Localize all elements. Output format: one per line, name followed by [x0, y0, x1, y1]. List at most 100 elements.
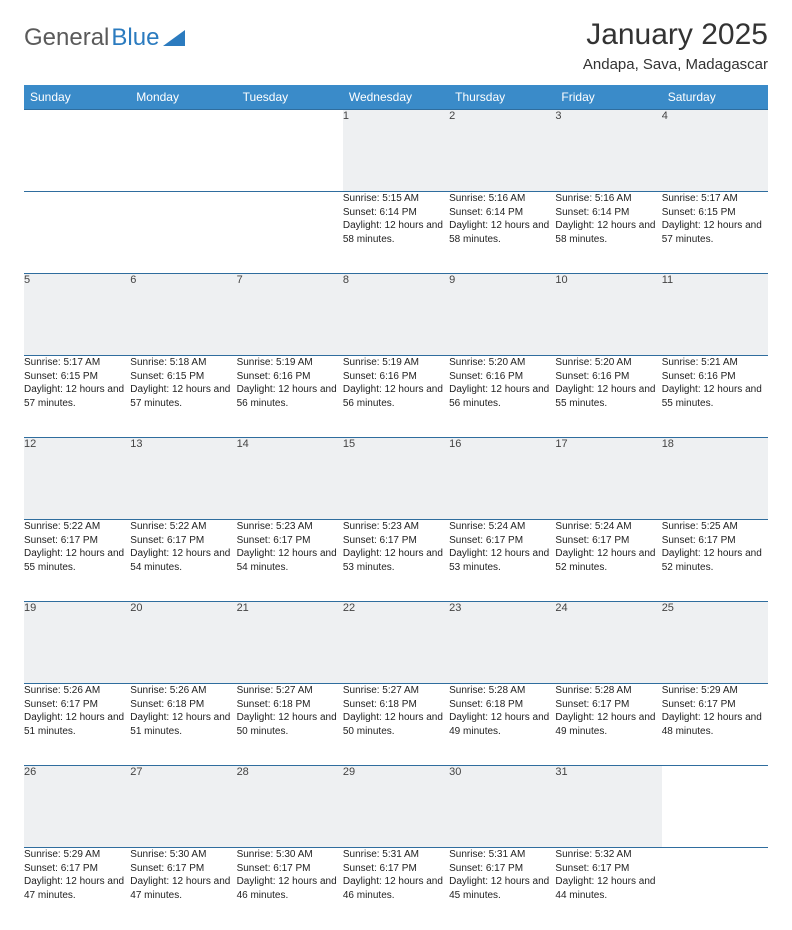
day-content-cell: Sunrise: 5:16 AMSunset: 6:14 PMDaylight:… [555, 192, 661, 274]
day-number-cell: 19 [24, 602, 130, 684]
day-content-cell: Sunrise: 5:29 AMSunset: 6:17 PMDaylight:… [24, 848, 130, 930]
daylight-line: Daylight: 12 hours and 50 minutes. [343, 711, 449, 738]
sunset-line: Sunset: 6:17 PM [555, 534, 661, 548]
day-number-cell: 17 [555, 438, 661, 520]
calendar-body: 1234Sunrise: 5:15 AMSunset: 6:14 PMDayli… [24, 110, 768, 930]
brand-name-a: General [24, 24, 109, 52]
day-content-cell: Sunrise: 5:24 AMSunset: 6:17 PMDaylight:… [449, 520, 555, 602]
day-content-cell: Sunrise: 5:19 AMSunset: 6:16 PMDaylight:… [343, 356, 449, 438]
day-number-cell: 27 [130, 766, 236, 848]
daylight-line: Daylight: 12 hours and 54 minutes. [130, 547, 236, 574]
sunset-line: Sunset: 6:17 PM [130, 862, 236, 876]
sunrise-line: Sunrise: 5:17 AM [24, 356, 130, 370]
day-number-cell: 18 [662, 438, 768, 520]
day-number-cell: 16 [449, 438, 555, 520]
sunset-line: Sunset: 6:17 PM [449, 534, 555, 548]
day-content-cell: Sunrise: 5:28 AMSunset: 6:17 PMDaylight:… [555, 684, 661, 766]
day-number-cell: 12 [24, 438, 130, 520]
sunrise-line: Sunrise: 5:19 AM [343, 356, 449, 370]
sunset-line: Sunset: 6:17 PM [130, 534, 236, 548]
daylight-line: Daylight: 12 hours and 49 minutes. [555, 711, 661, 738]
day-content-cell: Sunrise: 5:27 AMSunset: 6:18 PMDaylight:… [237, 684, 343, 766]
sunset-line: Sunset: 6:16 PM [449, 370, 555, 384]
daylight-line: Daylight: 12 hours and 52 minutes. [662, 547, 768, 574]
header: GeneralBlue January 2025 Andapa, Sava, M… [24, 18, 768, 73]
day-number-cell: 15 [343, 438, 449, 520]
sunset-line: Sunset: 6:17 PM [237, 862, 343, 876]
daylight-line: Daylight: 12 hours and 55 minutes. [555, 383, 661, 410]
day-content-cell: Sunrise: 5:24 AMSunset: 6:17 PMDaylight:… [555, 520, 661, 602]
day-content-cell: Sunrise: 5:27 AMSunset: 6:18 PMDaylight:… [343, 684, 449, 766]
dayhead-wed: Wednesday [343, 85, 449, 110]
day-content-cell [237, 192, 343, 274]
daylight-line: Daylight: 12 hours and 55 minutes. [24, 547, 130, 574]
sunrise-line: Sunrise: 5:18 AM [130, 356, 236, 370]
sunrise-line: Sunrise: 5:21 AM [662, 356, 768, 370]
day-content-cell: Sunrise: 5:16 AMSunset: 6:14 PMDaylight:… [449, 192, 555, 274]
day-number-cell: 6 [130, 274, 236, 356]
day-number-cell: 28 [237, 766, 343, 848]
dayhead-sat: Saturday [662, 85, 768, 110]
day-number-cell: 4 [662, 110, 768, 192]
day-content-cell: Sunrise: 5:21 AMSunset: 6:16 PMDaylight:… [662, 356, 768, 438]
sunrise-line: Sunrise: 5:32 AM [555, 848, 661, 862]
sunrise-line: Sunrise: 5:19 AM [237, 356, 343, 370]
daylight-line: Daylight: 12 hours and 45 minutes. [449, 875, 555, 902]
day-number-cell: 30 [449, 766, 555, 848]
day-content-cell: Sunrise: 5:15 AMSunset: 6:14 PMDaylight:… [343, 192, 449, 274]
sunset-line: Sunset: 6:17 PM [24, 862, 130, 876]
daylight-line: Daylight: 12 hours and 51 minutes. [130, 711, 236, 738]
day-content-cell: Sunrise: 5:26 AMSunset: 6:18 PMDaylight:… [130, 684, 236, 766]
sunrise-line: Sunrise: 5:30 AM [237, 848, 343, 862]
daynum-row: 262728293031 [24, 766, 768, 848]
day-content-cell [662, 848, 768, 930]
sunset-line: Sunset: 6:14 PM [343, 206, 449, 220]
day-header-row: Sunday Monday Tuesday Wednesday Thursday… [24, 85, 768, 110]
daylight-line: Daylight: 12 hours and 53 minutes. [449, 547, 555, 574]
sunset-line: Sunset: 6:17 PM [343, 862, 449, 876]
daylight-line: Daylight: 12 hours and 47 minutes. [24, 875, 130, 902]
sunset-line: Sunset: 6:18 PM [343, 698, 449, 712]
dayhead-tue: Tuesday [237, 85, 343, 110]
day-number-cell: 20 [130, 602, 236, 684]
sunrise-line: Sunrise: 5:22 AM [130, 520, 236, 534]
sunset-line: Sunset: 6:17 PM [555, 862, 661, 876]
sunset-line: Sunset: 6:17 PM [343, 534, 449, 548]
sunrise-line: Sunrise: 5:23 AM [343, 520, 449, 534]
day-content-cell: Sunrise: 5:30 AMSunset: 6:17 PMDaylight:… [130, 848, 236, 930]
day-content-cell: Sunrise: 5:20 AMSunset: 6:16 PMDaylight:… [555, 356, 661, 438]
day-number-cell: 7 [237, 274, 343, 356]
day-number-cell: 13 [130, 438, 236, 520]
sunrise-line: Sunrise: 5:28 AM [555, 684, 661, 698]
daylight-line: Daylight: 12 hours and 51 minutes. [24, 711, 130, 738]
day-content-cell: Sunrise: 5:31 AMSunset: 6:17 PMDaylight:… [449, 848, 555, 930]
sunrise-line: Sunrise: 5:29 AM [24, 848, 130, 862]
sunset-line: Sunset: 6:16 PM [237, 370, 343, 384]
title-block: January 2025 Andapa, Sava, Madagascar [583, 18, 768, 73]
sunrise-line: Sunrise: 5:22 AM [24, 520, 130, 534]
daylight-line: Daylight: 12 hours and 48 minutes. [662, 711, 768, 738]
day-number-cell: 1 [343, 110, 449, 192]
sunset-line: Sunset: 6:17 PM [555, 698, 661, 712]
sunrise-line: Sunrise: 5:23 AM [237, 520, 343, 534]
sunrise-line: Sunrise: 5:15 AM [343, 192, 449, 206]
daylight-line: Daylight: 12 hours and 50 minutes. [237, 711, 343, 738]
day-number-cell: 29 [343, 766, 449, 848]
daylight-line: Daylight: 12 hours and 56 minutes. [343, 383, 449, 410]
sunset-line: Sunset: 6:15 PM [24, 370, 130, 384]
daylight-line: Daylight: 12 hours and 56 minutes. [449, 383, 555, 410]
day-number-cell: 31 [555, 766, 661, 848]
daylight-line: Daylight: 12 hours and 53 minutes. [343, 547, 449, 574]
content-row: Sunrise: 5:22 AMSunset: 6:17 PMDaylight:… [24, 520, 768, 602]
calendar-table: Sunday Monday Tuesday Wednesday Thursday… [24, 85, 768, 930]
sunrise-line: Sunrise: 5:30 AM [130, 848, 236, 862]
sunrise-line: Sunrise: 5:29 AM [662, 684, 768, 698]
sunrise-line: Sunrise: 5:26 AM [24, 684, 130, 698]
day-number-cell: 9 [449, 274, 555, 356]
page-title: January 2025 [583, 18, 768, 52]
sunset-line: Sunset: 6:14 PM [555, 206, 661, 220]
sunrise-line: Sunrise: 5:17 AM [662, 192, 768, 206]
sunset-line: Sunset: 6:18 PM [237, 698, 343, 712]
day-number-cell: 23 [449, 602, 555, 684]
day-number-cell: 2 [449, 110, 555, 192]
